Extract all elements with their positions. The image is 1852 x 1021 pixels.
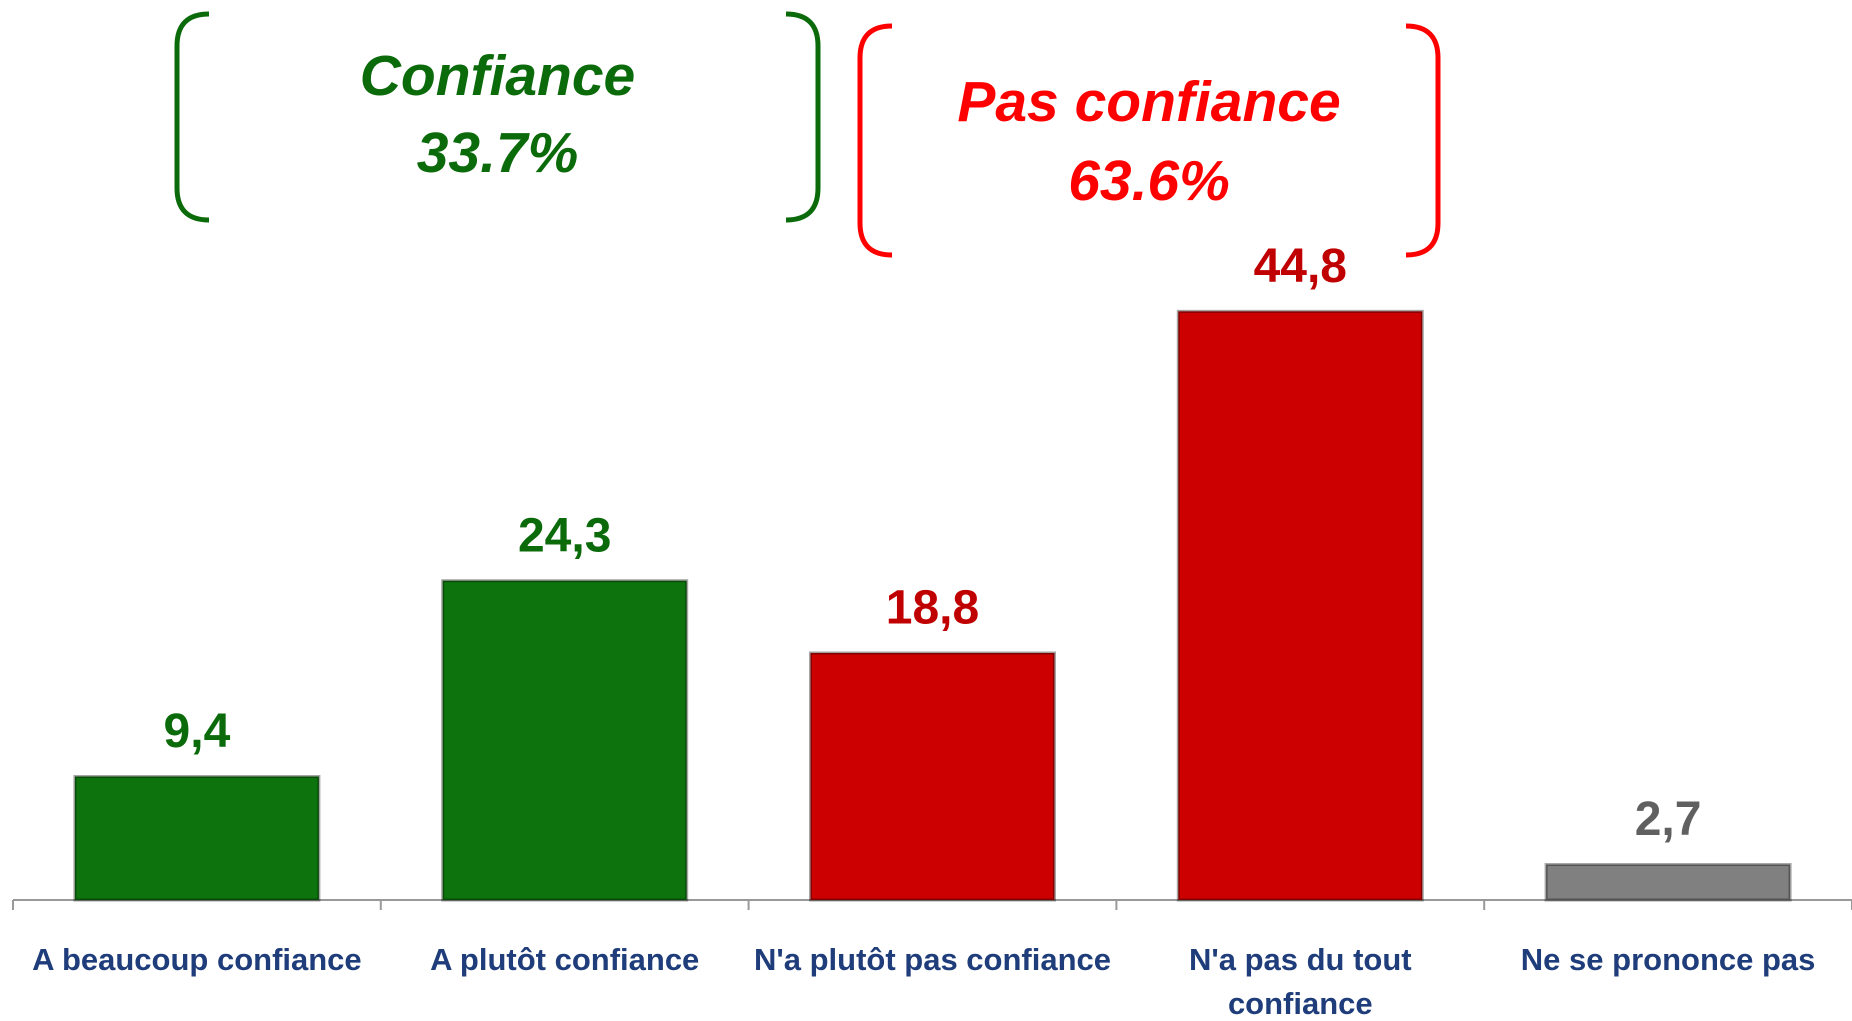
value-label: 9,4 <box>164 705 231 758</box>
value-label: 18,8 <box>886 582 979 635</box>
x-tick-label: Ne se prononce pas <box>1520 942 1816 977</box>
annotation-value: 33.7% <box>417 121 579 185</box>
bar <box>73 774 321 902</box>
bar <box>1544 863 1792 902</box>
bracket-left <box>857 23 893 258</box>
x-tick-label: N'a plutôt pas confiance <box>753 942 1112 977</box>
value-label: 2,7 <box>1635 793 1702 846</box>
bar <box>441 579 689 902</box>
bracket-right <box>1405 23 1441 258</box>
bar <box>809 651 1056 902</box>
x-tick-label: A plutôt confiance <box>430 942 700 977</box>
annotation-title: Confiance <box>360 44 636 108</box>
value-label: 44,8 <box>1254 240 1347 293</box>
x-tick-label: A beaucoup confiance <box>32 942 362 977</box>
bar <box>1176 309 1424 902</box>
annotation-value: 63.6% <box>1068 149 1230 213</box>
annotation-title: Pas confiance <box>957 70 1340 134</box>
value-label: 24,3 <box>518 509 611 562</box>
bracket-left <box>174 11 210 223</box>
x-tick-label: N'a pas du tout confiance <box>1188 942 1412 1021</box>
bracket-right <box>785 11 821 223</box>
